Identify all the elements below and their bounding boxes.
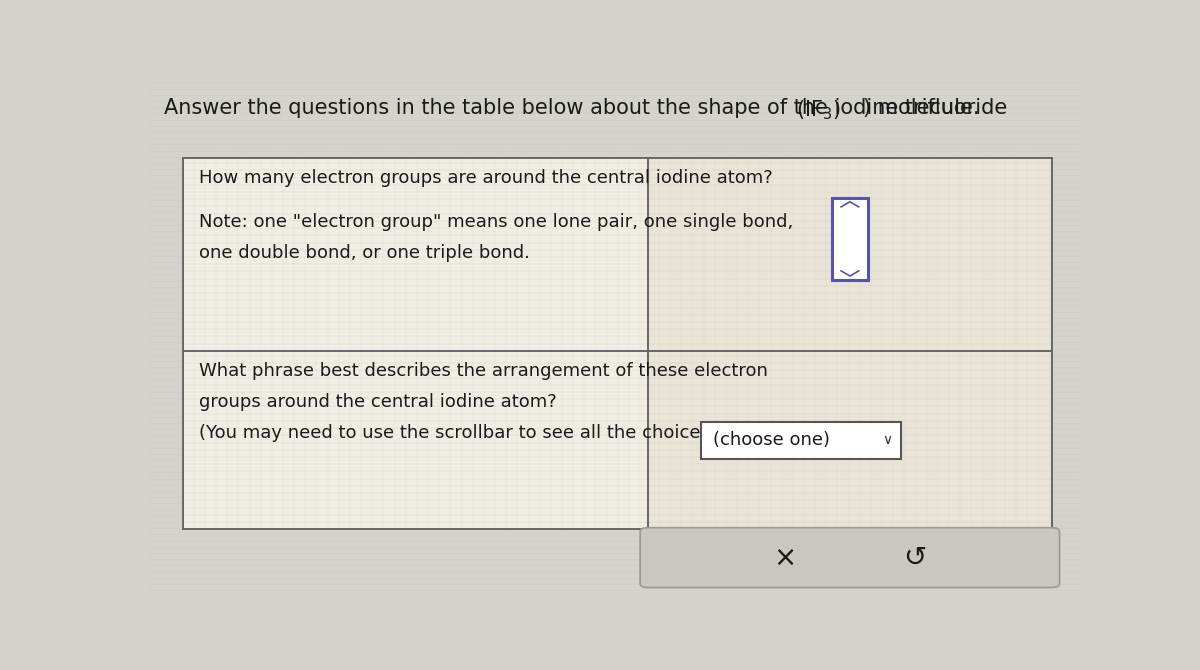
Bar [182,351,648,529]
Text: What phrase best describes the arrangement of these electron: What phrase best describes the arrangeme… [199,362,768,381]
Text: Answer the questions in the table below about the shape of the iodine trifluorid: Answer the questions in the table below … [164,98,1014,119]
Text: ) molecule.: ) molecule. [863,98,980,119]
Text: ∨: ∨ [882,433,893,447]
Text: groups around the central iodine atom?: groups around the central iodine atom? [199,393,557,411]
Text: Note: one "electron group" means one lone pair, one single bond,: Note: one "electron group" means one lon… [199,213,793,231]
Text: ↺: ↺ [904,543,926,572]
Bar [833,198,868,280]
Text: (choose one): (choose one) [713,431,829,449]
Bar [182,157,648,351]
Text: How many electron groups are around the central iodine atom?: How many electron groups are around the … [199,169,773,187]
Bar [648,157,1052,351]
Text: $\left(\mathrm{IF}_{3}\right)$: $\left(\mathrm{IF}_{3}\right)$ [797,98,841,122]
Bar [702,421,901,459]
Bar [648,351,1052,529]
FancyBboxPatch shape [640,528,1060,588]
Text: one double bond, or one triple bond.: one double bond, or one triple bond. [199,244,530,262]
Text: ×: × [773,543,797,572]
Text: (You may need to use the scrollbar to see all the choices.): (You may need to use the scrollbar to se… [199,424,722,442]
